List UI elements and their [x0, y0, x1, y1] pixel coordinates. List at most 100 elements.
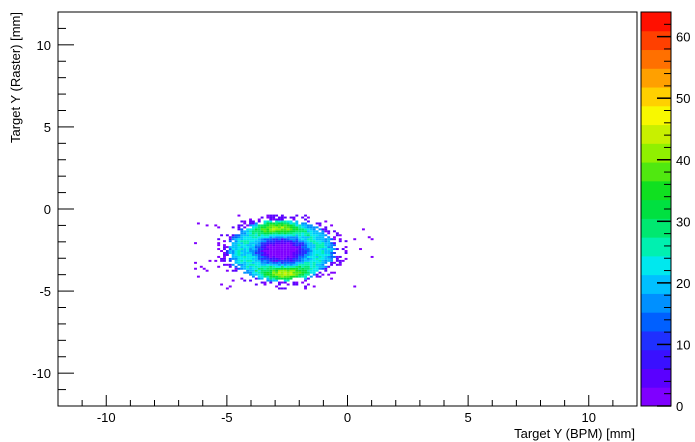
heatmap-cell	[225, 263, 229, 266]
heatmap-cell	[298, 226, 302, 229]
heatmap-cell	[275, 220, 279, 223]
colorbar-tick-label: 10	[676, 337, 690, 352]
heatmap-cell	[231, 250, 235, 253]
heatmap-cell	[318, 228, 322, 231]
heatmap-cell	[217, 244, 221, 247]
heatmap-cell	[231, 236, 235, 239]
heatmap-cell	[295, 283, 299, 286]
heatmap-cell	[251, 230, 255, 233]
heatmap-cell	[304, 261, 307, 264]
heatmap-cell	[272, 252, 276, 254]
heatmap-cell	[324, 269, 328, 272]
heatmap-cell	[318, 234, 322, 237]
heatmap-cell	[292, 253, 296, 256]
heatmap-cell	[251, 222, 255, 225]
heatmap-cell	[231, 255, 235, 258]
heatmap-cell	[266, 224, 270, 227]
heatmap-cell	[272, 244, 276, 247]
heatmap-cell	[243, 263, 247, 266]
heatmap-cell	[298, 232, 302, 235]
heatmap-cell	[266, 257, 270, 260]
heatmap-cell	[237, 267, 241, 270]
heatmap-cell	[315, 263, 319, 266]
heatmap-cell	[283, 253, 287, 256]
heatmap-cell	[327, 232, 331, 235]
heatmap-cell	[260, 271, 264, 274]
heatmap-cell	[292, 261, 296, 264]
heatmap-cell	[225, 253, 229, 256]
colorbar-band	[641, 180, 671, 201]
heatmap-cell	[280, 246, 284, 249]
heatmap-cell	[260, 248, 264, 251]
heatmap-cell	[243, 244, 247, 247]
heatmap-cell	[289, 230, 293, 233]
heatmap-cell	[269, 267, 273, 270]
heatmap-cell	[269, 259, 273, 262]
heatmap-cell	[269, 232, 273, 235]
heatmap-cell	[280, 224, 284, 227]
heatmap-cell	[275, 263, 279, 266]
colorbar-band	[641, 124, 671, 144]
heatmap-cell	[280, 269, 284, 272]
heatmap-cell	[298, 269, 302, 272]
heatmap-cell	[260, 281, 264, 284]
heatmap-cell	[254, 226, 258, 229]
heatmap-cell	[289, 265, 293, 268]
heatmap-cell	[231, 279, 235, 282]
heatmap-cell	[286, 240, 290, 243]
heatmap-cell	[234, 248, 238, 251]
heatmap-cell	[249, 218, 252, 221]
heatmap-cell	[298, 230, 302, 233]
heatmap-cell	[231, 246, 235, 249]
y-axis-label: Target Y (Raster) [mm]	[8, 12, 23, 143]
heatmap-cell	[306, 250, 310, 253]
heatmap-cell	[246, 236, 250, 239]
heatmap-cell	[254, 234, 258, 237]
heatmap-cell	[240, 250, 244, 253]
heatmap-cell	[306, 253, 310, 256]
heatmap-cell	[278, 265, 281, 268]
heatmap-cell	[318, 238, 322, 241]
heatmap-cell	[260, 265, 264, 268]
heatmap-cell	[315, 250, 319, 253]
heatmap-cell	[335, 234, 339, 237]
heatmap-cell	[292, 257, 296, 260]
heatmap-cell	[304, 236, 307, 239]
heatmap-cell	[312, 259, 316, 262]
heatmap-cell	[249, 234, 252, 237]
heatmap-cell	[321, 228, 325, 231]
heatmap-cell	[220, 257, 224, 260]
heatmap-cell	[286, 228, 290, 231]
heatmap-cell	[283, 275, 287, 278]
heatmap-cell	[283, 226, 287, 229]
heatmap-cell	[275, 248, 279, 251]
heatmap-cell	[306, 244, 310, 247]
heatmap-cell	[243, 242, 247, 245]
heatmap-cell	[309, 271, 313, 274]
heatmap-cell	[266, 248, 270, 251]
heatmap-cell	[312, 269, 316, 272]
heatmap-cell	[240, 265, 244, 268]
heatmap-cell	[298, 224, 302, 227]
heatmap-cell	[309, 261, 313, 264]
heatmap-cell	[333, 255, 336, 258]
heatmap-cell	[254, 261, 258, 264]
heatmap-cell	[275, 238, 279, 241]
colorbar-tick-label: 0	[676, 399, 683, 414]
heatmap-cell	[304, 232, 307, 235]
heatmap-cell	[257, 232, 261, 235]
heatmap-cell	[225, 287, 229, 290]
heatmap-cell	[280, 242, 284, 245]
heatmap-cell	[237, 263, 241, 266]
heatmap-cell	[292, 275, 296, 278]
heatmap-cell	[243, 255, 247, 258]
heatmap-cell	[266, 216, 270, 219]
heatmap-cell	[335, 255, 339, 258]
heatmap-cell	[324, 228, 328, 231]
heatmap-cell	[295, 273, 299, 276]
heatmap-cell	[220, 283, 224, 286]
heatmap-cell	[306, 242, 310, 245]
heatmap-cell	[318, 255, 322, 258]
heatmap-cell	[298, 265, 302, 268]
heatmap-cell	[228, 250, 232, 253]
